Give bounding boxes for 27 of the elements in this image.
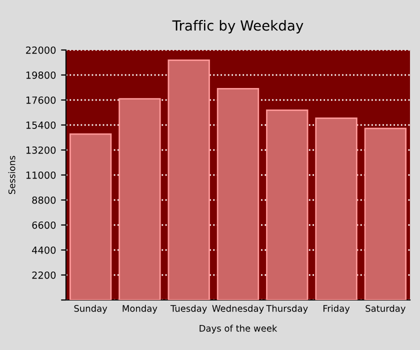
x-tick-label: Tuesday [170,304,207,314]
bar [168,60,210,300]
bar [216,88,260,300]
y-axis-title: Sessions [8,156,16,194]
x-tick-label: Wednesday [212,304,264,314]
y-tick-label: 4400 [32,246,56,254]
y-tick-label: 17600 [26,96,56,104]
x-axis-title: Days of the week [200,324,278,334]
bar [118,98,161,300]
y-tick-label: 6600 [32,221,56,229]
y-tick-label: 15400 [26,121,56,129]
y-tick-label: 2200 [32,271,56,279]
bar [315,117,358,300]
y-tick-label: 22000 [26,46,56,54]
x-tick-label: Monday [122,304,158,314]
chart-title: Traffic by Weekday [172,20,304,34]
y-tick-label: 11000 [26,171,56,179]
bar [364,128,407,300]
x-tick-label: Saturday [366,304,406,314]
bar [266,110,308,300]
y-tick-label: 19800 [26,71,56,79]
x-tick-label: Sunday [74,304,108,314]
y-tick-label: 8800 [32,196,56,204]
bar [69,133,112,300]
y-tick-label: 13200 [26,146,56,154]
x-tick-label: Thursday [266,304,308,314]
x-tick-label: Friday [323,304,350,314]
